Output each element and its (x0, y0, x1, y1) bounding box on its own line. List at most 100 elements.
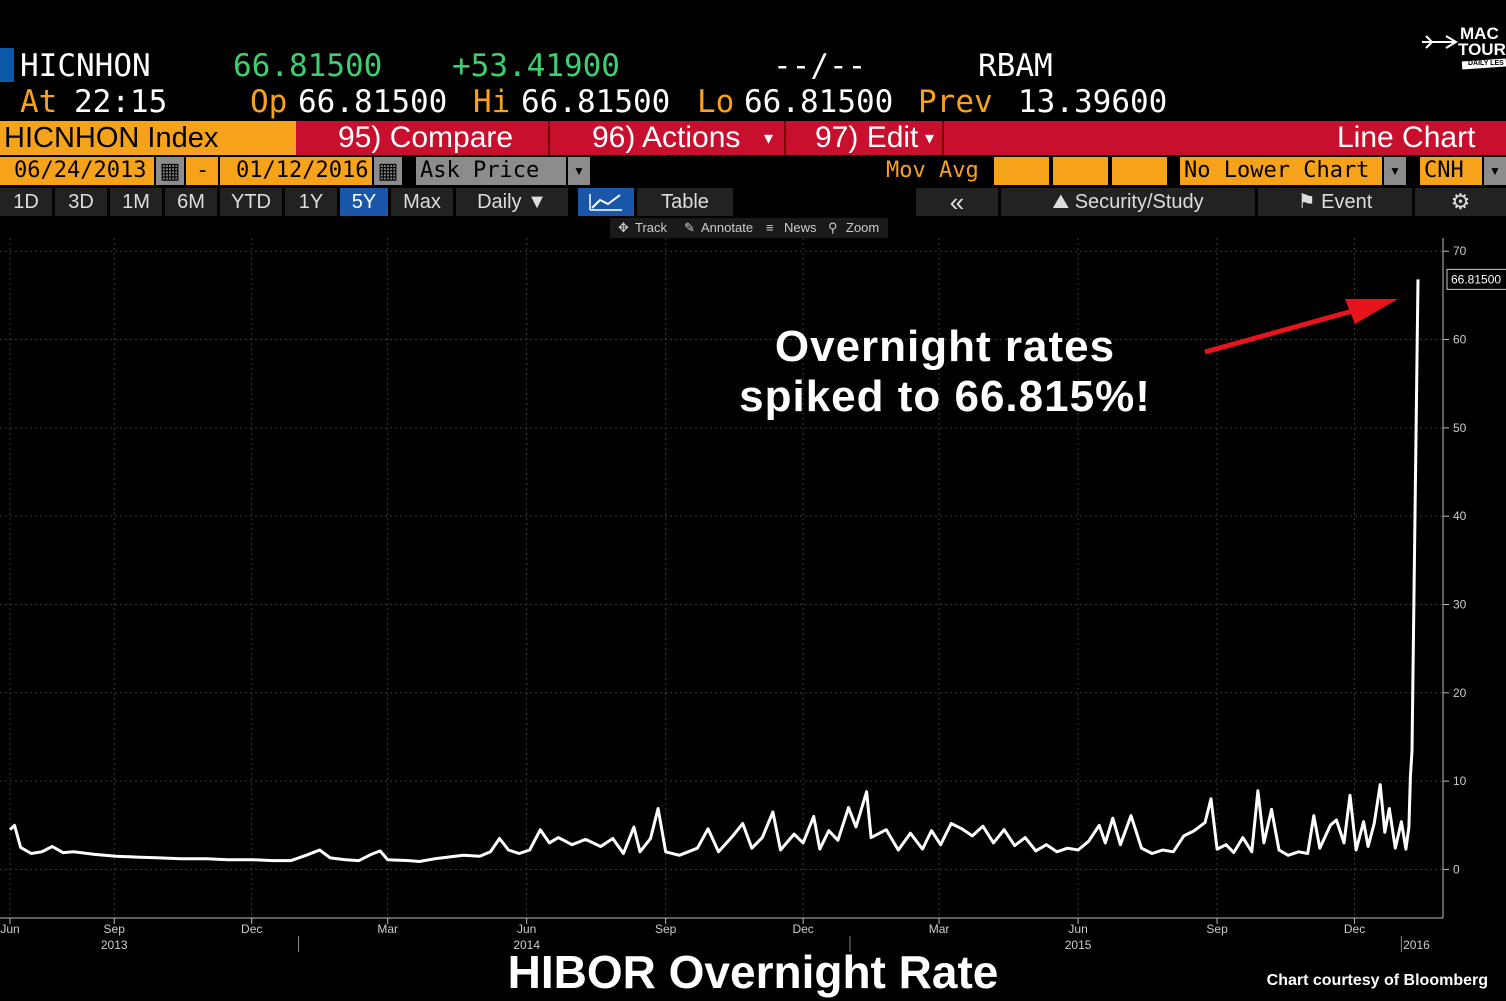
annotate-icon: ✎ (684, 220, 695, 235)
chart-type-label[interactable]: Line Chart (1337, 121, 1476, 154)
ticker-marker (0, 48, 14, 82)
date-range-bar: 06/24/2013 ▦ - 01/12/2016 ▦ Ask Price ▼ … (0, 157, 1506, 185)
price-source: RBAM (978, 48, 1053, 84)
net-change: +53.41900 (452, 48, 620, 84)
dropdown-arrow-icon[interactable]: ▼ (1384, 157, 1406, 185)
x-tick-label: Jun (0, 922, 19, 936)
period-toolbar: 1D 3D 1M 6M YTD 1Y 5Y Max Daily ▼ Table … (0, 188, 1506, 216)
period-6m-button[interactable]: 6M (165, 188, 217, 216)
x-tick-label: Dec (241, 922, 262, 936)
mov-avg-input[interactable] (1053, 157, 1108, 185)
start-date-input[interactable]: 06/24/2013 (0, 157, 154, 185)
dropdown-arrow-icon[interactable]: ▼ (1484, 157, 1506, 185)
security-study-button[interactable]: ⛰ Security/Study (1001, 188, 1255, 216)
logo-tagline: DAILY LES (1468, 60, 1504, 67)
edit-chevron-icon[interactable]: ▾ (925, 128, 935, 148)
prev-label: Prev (918, 84, 993, 120)
period-5y-button[interactable]: 5Y (340, 188, 388, 216)
x-tick-label: Sep (655, 922, 677, 936)
y-tick-label: 60 (1453, 333, 1467, 347)
period-1y-button[interactable]: 1Y (285, 188, 337, 216)
period-3d-button[interactable]: 3D (55, 188, 107, 216)
x-tick-label: Jun (1068, 922, 1087, 936)
news-icon: ≡ (766, 220, 774, 235)
annotation-line-2: spiked to 66.815%! (739, 372, 1151, 421)
prev-value: 13.39600 (1018, 84, 1168, 120)
y-tick-label: 20 (1453, 686, 1467, 700)
moving-average-label: Mov Avg (886, 158, 979, 183)
lower-chart-select[interactable]: No Lower Chart (1180, 157, 1382, 185)
x-tick-label: Dec (792, 922, 813, 936)
quote-time: 22:15 (74, 84, 168, 120)
chart-caption-title: HIBOR Overnight Rate (507, 946, 999, 998)
event-button[interactable]: ⚑ Event (1258, 188, 1412, 216)
last-value-flag: 66.81500 (1446, 268, 1506, 290)
security-study-label: Security/Study (1074, 191, 1204, 213)
annotation-arrowhead (1345, 299, 1398, 324)
x-tick-label: Dec (1344, 922, 1365, 936)
bid-ask: --/-- (773, 48, 867, 84)
study-chart-icon: ⛰ (1052, 191, 1070, 213)
event-label: Event (1321, 191, 1373, 213)
calendar-icon[interactable]: ▦ (374, 157, 402, 185)
period-max-button[interactable]: Max (391, 188, 453, 216)
logo-text-2: TOUR (1458, 40, 1506, 59)
table-view-button[interactable]: Table (637, 188, 733, 216)
chart-credit: Chart courtesy of Bloomberg (1266, 972, 1488, 989)
currency-select[interactable]: CNH (1420, 157, 1482, 185)
compare-button[interactable]: 95) Compare (338, 121, 514, 154)
field-select[interactable]: Ask Price (416, 157, 566, 185)
period-1m-button[interactable]: 1M (110, 188, 162, 216)
menu-divider (784, 121, 786, 155)
x-tick-label: Mar (929, 922, 950, 936)
gear-icon[interactable]: ⚙ (1415, 188, 1506, 216)
y-axis: 0 10 20 30 40 50 60 70 (1442, 238, 1467, 918)
function-menu-bar: 95) Compare 96) Actions ▾ 97) Edit ▾ Lin… (0, 121, 1506, 155)
end-date-input[interactable]: 01/12/2016 (220, 157, 372, 185)
mov-avg-input[interactable] (994, 157, 1049, 185)
chart-tools: ✥ Track ✎ Annotate ≡ News ⚲ Zoom (610, 218, 888, 238)
menu-divider (548, 121, 550, 155)
y-tick-label: 10 (1453, 774, 1467, 788)
x-tick-label: Sep (104, 922, 126, 936)
logo-text: MAC (1460, 24, 1499, 43)
actions-button[interactable]: 96) Actions (592, 121, 741, 154)
mov-avg-input[interactable] (1112, 157, 1167, 185)
high-label: Hi (473, 84, 511, 120)
menu-divider (942, 121, 944, 155)
edit-button[interactable]: 97) Edit (815, 121, 919, 154)
logo-arrow-icon (1422, 35, 1506, 70)
frequency-select[interactable]: Daily ▼ (456, 188, 568, 216)
news-button[interactable]: News (784, 220, 817, 235)
period-ytd-button[interactable]: YTD (220, 188, 282, 216)
ticker-symbol: HICNHON (20, 48, 151, 84)
y-tick-label: 50 (1453, 421, 1467, 435)
dropdown-arrow-icon[interactable]: ▼ (568, 157, 590, 185)
y-tick-label: 40 (1453, 509, 1467, 523)
last-price: 66.81500 (233, 48, 383, 84)
zoom-icon: ⚲ (828, 220, 838, 235)
x-tick-label: Jun (517, 922, 536, 936)
annotation-line-1: Overnight rates (774, 322, 1116, 371)
calendar-icon[interactable]: ▦ (156, 157, 184, 185)
y-tick-label: 0 (1453, 862, 1460, 876)
period-1d-button[interactable]: 1D (0, 188, 52, 216)
high-value: 66.81500 (521, 84, 671, 120)
y-tick-label: 30 (1453, 597, 1467, 611)
at-label: At (20, 84, 58, 120)
open-label: Op (250, 84, 288, 120)
y-tick-label: 70 (1453, 244, 1467, 258)
last-value-text: 66.81500 (1451, 272, 1501, 286)
actions-chevron-icon[interactable]: ▾ (764, 128, 774, 148)
date-separator: - (186, 157, 218, 185)
x-tick-label: Mar (377, 922, 398, 936)
collapse-icon[interactable]: « (916, 188, 998, 216)
line-chart-icon[interactable] (578, 188, 634, 216)
open-value: 66.81500 (298, 84, 448, 120)
track-button[interactable]: Track (635, 220, 668, 235)
zoom-button[interactable]: Zoom (846, 220, 880, 235)
low-label: Lo (697, 84, 735, 120)
annotate-button[interactable]: Annotate (701, 220, 754, 235)
security-field[interactable]: HICNHON Index (0, 121, 296, 155)
low-value: 66.81500 (744, 84, 894, 120)
